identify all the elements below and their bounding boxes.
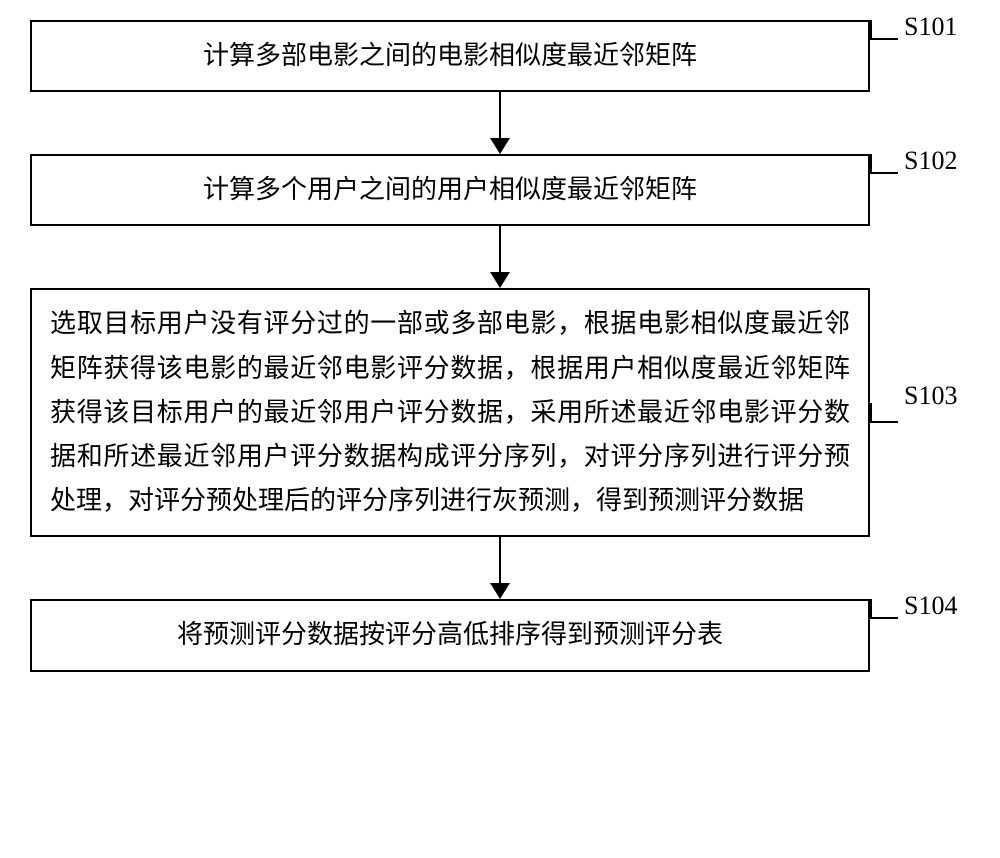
label-wrap-s101: S101 [870, 20, 970, 92]
step-row-s104: 将预测评分数据按评分高低排序得到预测评分表 S104 [30, 599, 970, 671]
step-row-s101: 计算多部电影之间的电影相似度最近邻矩阵 S101 [30, 20, 970, 92]
step-box-s104: 将预测评分数据按评分高低排序得到预测评分表 [30, 599, 870, 671]
label-tick [870, 20, 898, 40]
label-tick [870, 403, 898, 423]
step-text: 计算多个用户之间的用户相似度最近邻矩阵 [50, 168, 850, 212]
label-tick [870, 154, 898, 174]
arrow-s102-s103 [80, 226, 920, 288]
step-text: 将预测评分数据按评分高低排序得到预测评分表 [50, 613, 850, 657]
arrow-s103-s104 [80, 537, 920, 599]
arrow-line [499, 226, 501, 272]
arrow-s101-s102 [80, 92, 920, 154]
arrow-head-icon [490, 583, 510, 599]
step-text: 计算多部电影之间的电影相似度最近邻矩阵 [50, 34, 850, 78]
step-box-s101: 计算多部电影之间的电影相似度最近邻矩阵 [30, 20, 870, 92]
step-text: 选取目标用户没有评分过的一部或多部电影，根据电影相似度最近邻矩阵获得该电影的最近… [50, 302, 850, 523]
label-wrap-s104: S104 [870, 599, 970, 671]
arrow-head-icon [490, 138, 510, 154]
step-box-s103: 选取目标用户没有评分过的一部或多部电影，根据电影相似度最近邻矩阵获得该电影的最近… [30, 288, 870, 537]
step-label: S102 [904, 146, 957, 176]
label-tick [870, 599, 898, 619]
step-box-s102: 计算多个用户之间的用户相似度最近邻矩阵 [30, 154, 870, 226]
step-label: S101 [904, 12, 957, 42]
label-wrap-s102: S102 [870, 154, 970, 226]
arrow-line [499, 92, 501, 138]
step-row-s103: 选取目标用户没有评分过的一部或多部电影，根据电影相似度最近邻矩阵获得该电影的最近… [30, 288, 970, 537]
step-label: S103 [904, 381, 957, 411]
step-row-s102: 计算多个用户之间的用户相似度最近邻矩阵 S102 [30, 154, 970, 226]
flowchart-container: 计算多部电影之间的电影相似度最近邻矩阵 S101 计算多个用户之间的用户相似度最… [30, 20, 970, 672]
arrow-head-icon [490, 272, 510, 288]
step-label: S104 [904, 591, 957, 621]
arrow-line [499, 537, 501, 583]
label-wrap-s103: S103 [870, 288, 970, 537]
